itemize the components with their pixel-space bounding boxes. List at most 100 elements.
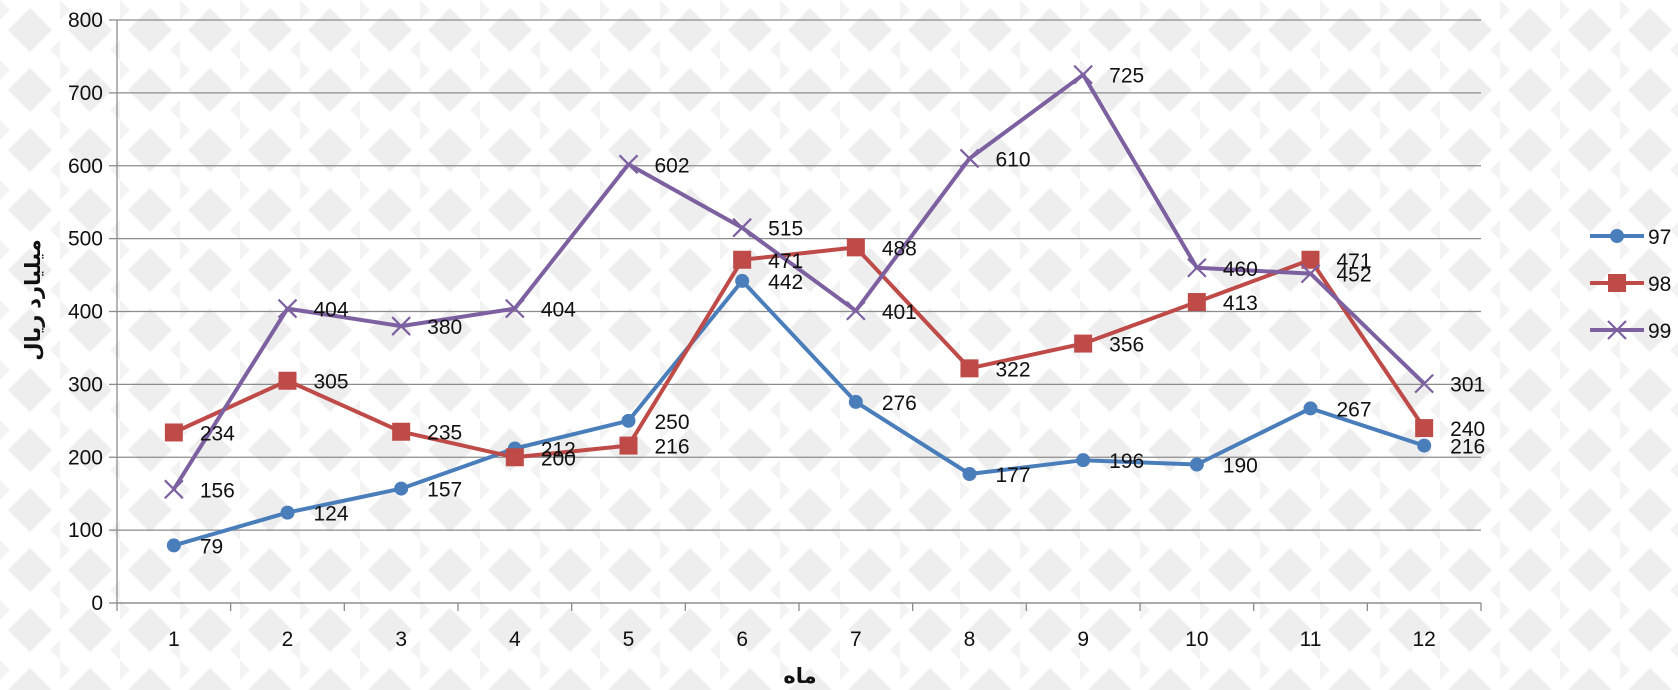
data-point (1187, 257, 1207, 278)
data-point (280, 505, 295, 520)
x-tick-label: 9 (1077, 628, 1089, 651)
data-label: 401 (882, 301, 917, 324)
x-tick-label: 2 (282, 628, 294, 651)
data-point (505, 298, 525, 319)
x-tick-label: 8 (964, 628, 976, 651)
data-label: 452 (1337, 264, 1372, 287)
series-group (164, 64, 1434, 553)
data-point (733, 250, 752, 269)
data-point (735, 273, 750, 288)
y-tick-label: 600 (68, 155, 103, 178)
series-line-99 (172, 72, 1426, 491)
data-label: 200 (541, 447, 576, 470)
data-label: 471 (768, 250, 803, 273)
y-tick-label: 100 (68, 519, 103, 542)
data-point (277, 298, 298, 319)
data-label: 356 (1109, 334, 1144, 357)
series-line-98 (172, 245, 1426, 460)
data-point (1073, 64, 1093, 85)
x-tick-label: 12 (1412, 628, 1435, 651)
data-label: 488 (882, 237, 917, 260)
data-label: 413 (1223, 292, 1258, 315)
data-label: 276 (882, 392, 917, 415)
data-label: 157 (427, 479, 462, 502)
y-tick-label: 700 (68, 82, 103, 105)
data-label: 196 (1109, 450, 1144, 473)
x-tick-label: 11 (1300, 628, 1322, 651)
data-label: 177 (996, 464, 1031, 487)
data-point (618, 154, 639, 175)
legend: 97 98 99 (1590, 226, 1671, 343)
data-point (1076, 453, 1091, 468)
x-tick-label: 10 (1185, 628, 1208, 651)
data-label: 404 (314, 299, 349, 322)
y-axis-title: میلیارد ریال (22, 239, 45, 360)
data-label: 471 (1337, 250, 1372, 273)
data-point (166, 538, 181, 553)
data-label: 305 (314, 371, 349, 394)
legend-marker-99 (1607, 320, 1627, 340)
data-point (962, 467, 977, 482)
data-point (394, 481, 409, 496)
data-label: 124 (314, 503, 349, 526)
legend-label-97: 97 (1648, 226, 1671, 249)
data-label: 250 (655, 411, 690, 434)
data-label: 442 (768, 271, 803, 294)
legend-marker-97 (1610, 229, 1624, 243)
data-label: 460 (1223, 258, 1258, 281)
data-point (392, 422, 411, 441)
y-tick-label: 500 (68, 228, 103, 251)
data-point (732, 217, 752, 238)
data-label: 267 (1337, 398, 1372, 421)
data-point (1189, 457, 1204, 472)
data-label: 322 (996, 358, 1031, 381)
y-tick-label: 800 (68, 9, 103, 32)
x-tick-label: 6 (736, 628, 748, 651)
data-point (1303, 401, 1318, 416)
data-point (1300, 263, 1321, 284)
data-point (960, 359, 979, 378)
data-label: 79 (200, 535, 223, 558)
data-point (619, 436, 638, 455)
data-label: 602 (655, 154, 690, 177)
x-axis-title: ماه (783, 665, 816, 688)
data-point (1074, 334, 1093, 353)
data-point (959, 148, 980, 169)
y-tick-label: 400 (68, 301, 103, 324)
data-label: 404 (541, 299, 576, 322)
data-label: 725 (1109, 65, 1144, 88)
data-label: 190 (1223, 455, 1258, 478)
x-tick-label: 1 (168, 628, 180, 651)
data-label: 156 (200, 479, 235, 502)
gridlines (117, 19, 1481, 604)
data-label: 216 (655, 436, 690, 459)
x-tick-label: 5 (623, 628, 635, 651)
data-point (848, 394, 863, 409)
data-labels: 79 124 157 212 250 442 276 177 196 190 267 216 234 30… (200, 65, 1485, 559)
data-label: 235 (427, 422, 462, 445)
legend-marker-98 (1608, 274, 1626, 292)
data-label: 515 (768, 218, 803, 241)
data-point (391, 316, 411, 336)
legend-label-99: 99 (1648, 320, 1671, 343)
data-point (621, 413, 636, 428)
legend-label-98: 98 (1648, 273, 1671, 296)
y-tick-label: 300 (68, 373, 103, 396)
data-point (278, 371, 297, 390)
x-tick-label: 7 (850, 628, 862, 651)
data-point (846, 238, 865, 257)
data-label: 216 (1450, 436, 1485, 459)
data-label: 610 (996, 148, 1031, 171)
data-point (1301, 250, 1320, 269)
data-point (164, 479, 184, 500)
data-label: 212 (541, 439, 576, 462)
series-line-97 (173, 278, 1425, 548)
data-label: 240 (1450, 418, 1485, 441)
data-point (846, 300, 866, 321)
data-point (1415, 419, 1434, 438)
data-point (164, 423, 183, 442)
